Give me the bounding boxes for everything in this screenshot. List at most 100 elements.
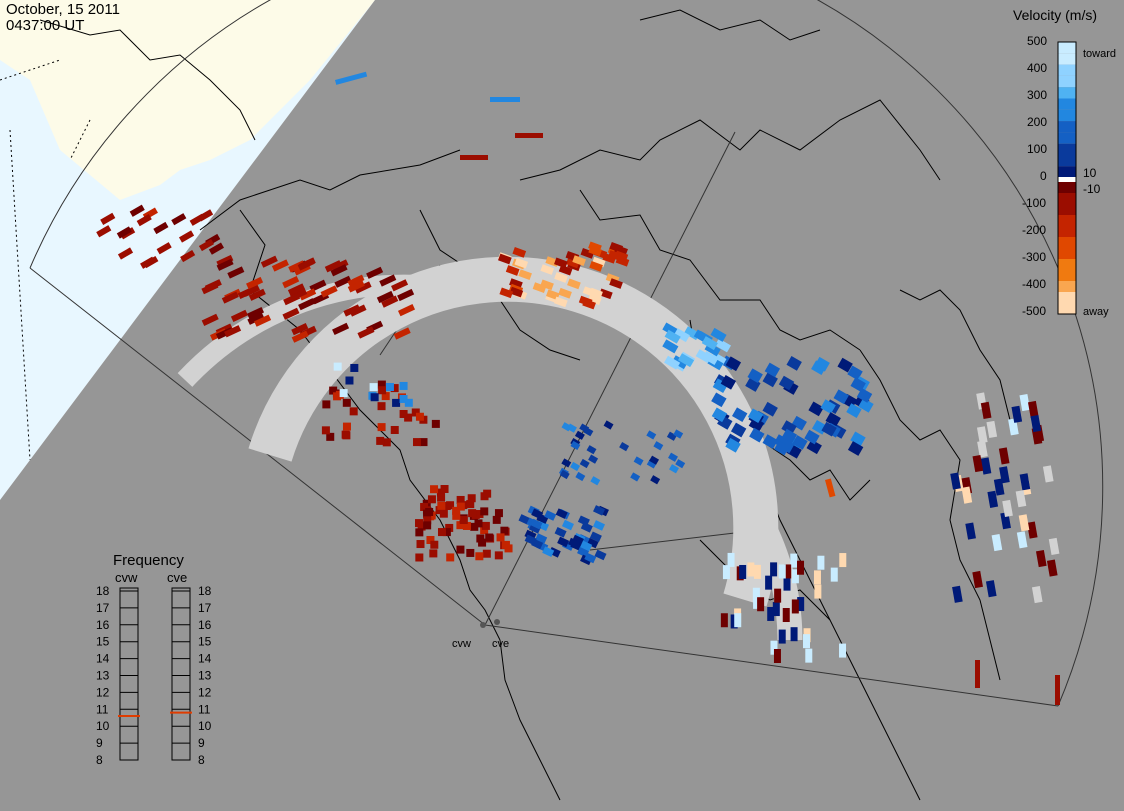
velocity-cell — [1055, 675, 1060, 705]
velocity-cell — [332, 322, 350, 336]
velocity-cell — [561, 519, 574, 531]
velocity-cell — [404, 398, 413, 407]
velocity-cell — [745, 377, 761, 392]
velocity-cell — [762, 434, 778, 449]
velocity-cell — [475, 552, 484, 561]
velocity-cell — [1042, 465, 1054, 483]
velocity-cell — [574, 430, 585, 440]
colorbar-swatch — [1058, 42, 1076, 54]
velocity-cell — [730, 614, 738, 629]
velocity-cell — [999, 466, 1010, 484]
velocity-cell — [846, 403, 862, 418]
velocity-cell — [833, 389, 849, 405]
velocity-cell — [324, 260, 342, 273]
velocity-cell — [781, 420, 797, 435]
velocity-cell — [466, 548, 475, 557]
frequency-scale-right: 9 — [198, 736, 205, 750]
velocity-cell — [480, 526, 489, 535]
velocity-cell — [579, 423, 590, 433]
velocity-cell — [603, 420, 614, 430]
velocity-cell — [653, 441, 664, 451]
velocity-cell — [952, 585, 963, 603]
frequency-panel: Frequency cvw cve 18 18 17 17 16 16 15 15 14 14 13… — [96, 552, 212, 767]
colorbar-swatch-zero — [1058, 177, 1076, 182]
velocity-cell — [416, 540, 425, 549]
frequency-scale-right: 14 — [198, 652, 212, 666]
velocity-cell — [494, 509, 503, 518]
velocity-cell — [345, 376, 354, 385]
velocity-cell — [762, 401, 778, 417]
velocity-cell — [725, 356, 742, 372]
velocity-cell — [478, 538, 487, 547]
velocity-cell — [764, 362, 781, 378]
velocity-cell — [609, 278, 623, 289]
velocity-cell — [668, 452, 678, 462]
velocity-cell — [778, 629, 786, 644]
velocity-cell — [198, 238, 215, 252]
velocity-cell — [350, 363, 359, 372]
velocity-cell — [558, 287, 572, 299]
velocity-cell — [171, 213, 187, 226]
frequency-scale-right: 15 — [198, 635, 212, 649]
colorbar-swatch — [1058, 98, 1076, 110]
velocity-cell — [781, 428, 798, 444]
velocity-cell — [584, 552, 597, 564]
frequency-scale-right: 11 — [198, 702, 211, 716]
velocity-cell — [399, 381, 408, 390]
velocity-cell — [772, 602, 780, 617]
velocity-cell — [485, 533, 494, 542]
velocity-cell — [710, 327, 727, 342]
velocity-cell — [430, 540, 439, 549]
velocity-cell — [347, 274, 365, 287]
velocity-cell — [282, 275, 300, 289]
velocity-cell — [415, 412, 424, 421]
velocity-cell — [649, 455, 660, 465]
velocity-cell — [998, 447, 1010, 465]
velocity-cell — [847, 365, 863, 381]
velocity-cell — [753, 564, 761, 579]
velocity-cell — [442, 501, 451, 510]
colorbar-swatch — [1058, 75, 1076, 88]
velocity-cell — [420, 502, 429, 511]
velocity-cell — [850, 377, 866, 392]
velocity-cell — [490, 97, 520, 102]
velocity-cell — [961, 486, 973, 504]
velocity-cell — [247, 306, 265, 320]
velocity-cell — [298, 298, 316, 311]
velocity-cell — [747, 562, 755, 577]
velocity-cell — [587, 294, 602, 306]
velocity-cell — [980, 401, 992, 419]
velocity-cell — [630, 472, 641, 482]
velocity-cell — [404, 413, 413, 422]
velocity-cell — [1011, 405, 1023, 423]
velocity-cell — [773, 648, 781, 663]
frequency-scale-left: 15 — [96, 635, 110, 649]
velocity-cell — [224, 325, 242, 338]
velocity-cell — [377, 380, 386, 389]
frequency-scale-right: 17 — [198, 601, 212, 615]
velocity-cell — [468, 509, 477, 518]
time-label: 0437:00 UT — [6, 17, 84, 34]
velocity-cell — [377, 423, 386, 432]
velocity-cell — [329, 386, 338, 395]
velocity-cell — [662, 322, 679, 337]
velocity-cell — [803, 634, 811, 649]
colorbar-swatch — [1058, 248, 1076, 259]
velocity-cell — [474, 519, 483, 528]
velocity-cell — [381, 295, 399, 308]
velocity-cell — [782, 608, 790, 623]
velocity-cell — [342, 431, 351, 440]
velocity-cell — [557, 536, 570, 548]
velocity-cell — [797, 560, 805, 575]
velocity-cell — [580, 540, 593, 552]
velocity-cell — [509, 278, 523, 289]
velocity-cell — [532, 282, 547, 293]
velocity-cell — [554, 257, 568, 269]
velocity-cell — [385, 383, 394, 392]
away-label: away — [1083, 306, 1109, 318]
velocity-cell — [330, 264, 348, 277]
velocity-cell — [437, 501, 446, 510]
velocity-cell — [701, 336, 718, 351]
